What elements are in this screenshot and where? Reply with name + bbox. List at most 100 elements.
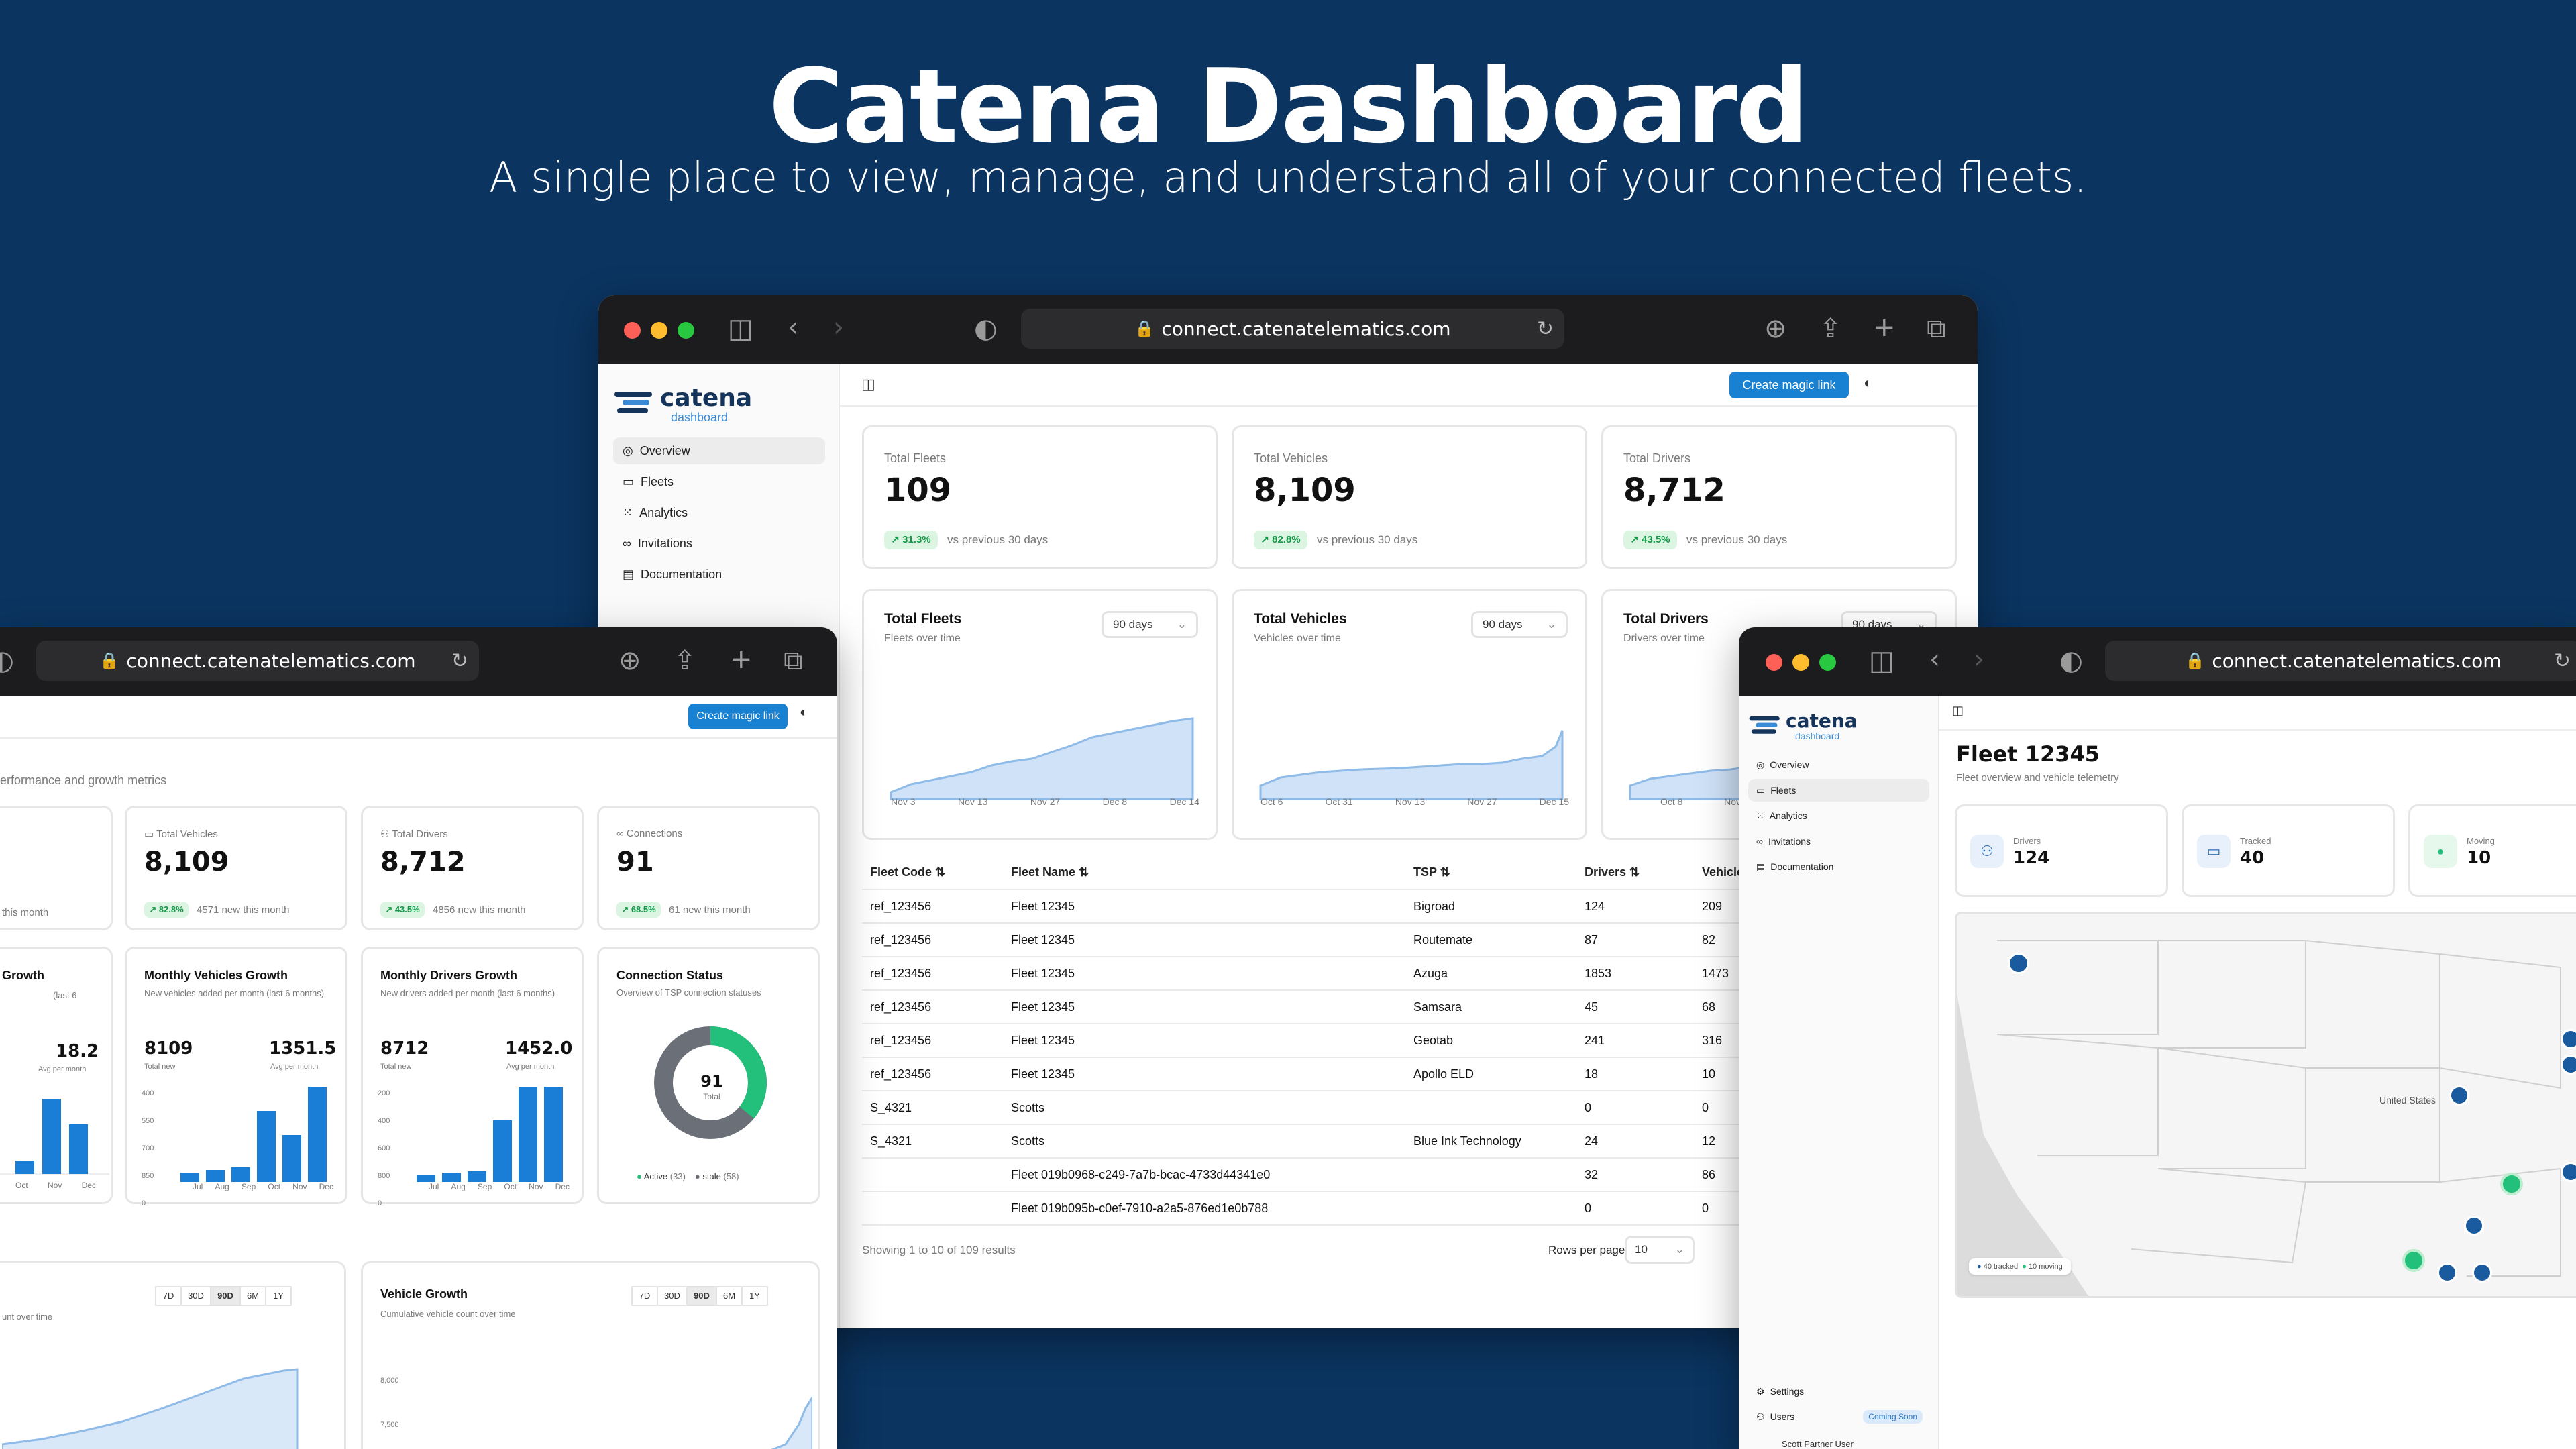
zoom-window-button[interactable] xyxy=(678,322,694,339)
fleet-map[interactable]: United States ● 40 tracked ● 10 moving xyxy=(1955,912,2576,1298)
bar xyxy=(544,1087,563,1182)
address-bar[interactable]: 🔒 connect.catenatelematics.com ↻ xyxy=(2105,641,2576,681)
nav-users[interactable]: ⚇ Users Coming Soon xyxy=(1748,1405,1929,1428)
page-subtitle: erformance and growth metrics xyxy=(0,773,167,787)
forward-icon[interactable]: › xyxy=(1974,644,1984,675)
nav-overview[interactable]: ◎ Overview xyxy=(1748,753,1929,776)
nav-overview[interactable]: ◎ Overview xyxy=(613,437,825,464)
vehicle-marker[interactable] xyxy=(2472,1263,2492,1283)
range-7d[interactable]: 7D xyxy=(155,1286,182,1306)
nav-invitations[interactable]: ∞ Invitations xyxy=(613,530,825,557)
cell-fleet-name: Fleet 019b095b-c0ef-7910-a2a5-876ed1e0b7… xyxy=(1003,1191,1405,1226)
panel-toggle-icon[interactable]: ◫ xyxy=(861,376,875,392)
x-axis-ticks: Jul Aug Sep Oct Nov Dec xyxy=(193,1182,333,1191)
nav-label: Settings xyxy=(1770,1386,1805,1397)
nav-fleets[interactable]: ▭ Fleets xyxy=(613,468,825,495)
theme-toggle-icon[interactable]: ◐ xyxy=(800,705,808,720)
share-icon[interactable]: ⇪ xyxy=(1819,313,1842,344)
shield-icon[interactable]: ◐ xyxy=(0,645,14,676)
share-icon[interactable]: ⇪ xyxy=(674,645,696,676)
minimize-window-button[interactable] xyxy=(651,322,667,339)
chevron-down-icon: ⌄ xyxy=(1674,1243,1684,1256)
avg-value: 1351.5 xyxy=(269,1038,337,1059)
kpi-delta-badge: ↗ 31.3% xyxy=(884,531,938,549)
address-bar[interactable]: 🔒 connect.catenatelematics.com ↻ xyxy=(36,641,479,681)
col-fleet-name[interactable]: Fleet Name ⇅ xyxy=(1003,856,1405,890)
donut-total: 91 xyxy=(700,1072,723,1091)
download-icon[interactable]: ⊕ xyxy=(619,645,641,676)
chart-subtitle: (last 6 xyxy=(53,990,77,1000)
nav-analytics[interactable]: ⁙ Analytics xyxy=(613,499,825,526)
sidebar-toggle-icon[interactable]: ◫ xyxy=(728,313,753,344)
theme-toggle-icon[interactable]: ◐ xyxy=(1864,374,1873,391)
moving-dot-icon: ● xyxy=(2424,835,2457,868)
cell-fleet-name: Fleet 019b0968-c249-7a7b-bcac-4733d44341… xyxy=(1003,1158,1405,1192)
range-1y[interactable]: 1Y xyxy=(741,1286,768,1306)
address-bar[interactable]: 🔒 connect.catenatelematics.com ↻ xyxy=(1021,309,1564,349)
vehicle-marker[interactable] xyxy=(2561,1055,2576,1075)
forward-icon[interactable]: › xyxy=(833,312,844,343)
create-magic-link-button[interactable]: Create magic link xyxy=(1729,372,1849,398)
cell-drivers: 45 xyxy=(1576,990,1694,1024)
cell-fleet-code: S_4321 xyxy=(862,1091,1003,1125)
range-segment-control[interactable]: 7D 30D 90D 6M 1Y xyxy=(631,1286,768,1306)
nav-label: Analytics xyxy=(639,505,688,519)
sidebar-toggle-icon[interactable]: ◫ xyxy=(1869,645,1894,676)
new-tab-icon[interactable]: + xyxy=(730,644,753,675)
col-drivers[interactable]: Drivers ⇅ xyxy=(1576,856,1694,890)
nav-documentation[interactable]: ▤ Documentation xyxy=(613,561,825,588)
header-bar: ◫ xyxy=(1939,696,2576,731)
nav-settings[interactable]: ⚙ Settings xyxy=(1748,1380,1929,1403)
range-90d[interactable]: 90D xyxy=(210,1286,241,1306)
range-7d[interactable]: 7D xyxy=(631,1286,658,1306)
vehicle-marker[interactable] xyxy=(2561,1029,2576,1049)
range-select[interactable]: 90 days ⌄ xyxy=(1471,611,1568,638)
minimize-window-button[interactable] xyxy=(1792,654,1809,671)
col-tsp[interactable]: TSP ⇅ xyxy=(1405,856,1576,890)
rows-per-page-select[interactable]: 10 ⌄ xyxy=(1625,1236,1695,1264)
vehicle-marker-moving[interactable] xyxy=(2402,1249,2425,1272)
panel-toggle-icon[interactable]: ◫ xyxy=(1952,704,1964,717)
close-window-button[interactable] xyxy=(1766,654,1782,671)
vehicle-marker[interactable] xyxy=(2561,1162,2576,1182)
fleet-growth-card: unt over time 7D 30D 90D 6M 1Y xyxy=(0,1261,346,1449)
reload-icon[interactable]: ↻ xyxy=(451,649,468,673)
nav-analytics[interactable]: ⁙ Analytics xyxy=(1748,804,1929,827)
range-select[interactable]: 90 days ⌄ xyxy=(1102,611,1198,638)
vehicle-marker[interactable] xyxy=(2464,1216,2484,1236)
new-tab-icon[interactable]: + xyxy=(1873,312,1896,343)
shield-icon[interactable]: ◐ xyxy=(2059,645,2083,676)
nav-documentation[interactable]: ▤ Documentation xyxy=(1748,855,1929,878)
vehicle-marker[interactable] xyxy=(2449,1085,2469,1106)
range-segment-control[interactable]: 7D 30D 90D 6M 1Y xyxy=(155,1286,292,1306)
download-icon[interactable]: ⊕ xyxy=(1764,313,1787,344)
range-90d[interactable]: 90D xyxy=(686,1286,717,1306)
range-6m[interactable]: 6M xyxy=(716,1286,743,1306)
back-icon[interactable]: ‹ xyxy=(1929,644,1940,675)
create-magic-link-button[interactable]: Create magic link xyxy=(688,704,788,729)
vehicle-marker[interactable] xyxy=(2437,1263,2457,1283)
stat-value: 124 xyxy=(2013,848,2050,868)
range-30d[interactable]: 30D xyxy=(657,1286,688,1306)
tabs-overview-icon[interactable]: ⧉ xyxy=(1927,313,1946,344)
analytics-icon: ⁙ xyxy=(1756,810,1764,821)
map-legend: ● 40 tracked ● 10 moving xyxy=(1969,1258,2071,1275)
user-name[interactable]: Scott Partner User xyxy=(1782,1439,1854,1449)
nav-label: Users xyxy=(1770,1411,1795,1422)
vehicle-marker-moving[interactable] xyxy=(2500,1173,2523,1195)
range-6m[interactable]: 6M xyxy=(239,1286,266,1306)
nav-invitations[interactable]: ∞ Invitations xyxy=(1748,830,1929,853)
zoom-window-button[interactable] xyxy=(1819,654,1836,671)
back-icon[interactable]: ‹ xyxy=(788,312,798,343)
range-30d[interactable]: 30D xyxy=(180,1286,211,1306)
vehicle-marker[interactable] xyxy=(2008,953,2029,974)
tabs-overview-icon[interactable]: ⧉ xyxy=(784,645,803,676)
range-1y[interactable]: 1Y xyxy=(265,1286,292,1306)
shield-icon[interactable]: ◐ xyxy=(974,313,998,344)
reload-icon[interactable]: ↻ xyxy=(2553,649,2571,673)
cell-fleet-code: ref_123456 xyxy=(862,957,1003,991)
close-window-button[interactable] xyxy=(624,322,641,339)
reload-icon[interactable]: ↻ xyxy=(1536,317,1554,341)
nav-fleets[interactable]: ▭ Fleets xyxy=(1748,779,1929,802)
col-fleet-code[interactable]: Fleet Code ⇅ xyxy=(862,856,1003,890)
